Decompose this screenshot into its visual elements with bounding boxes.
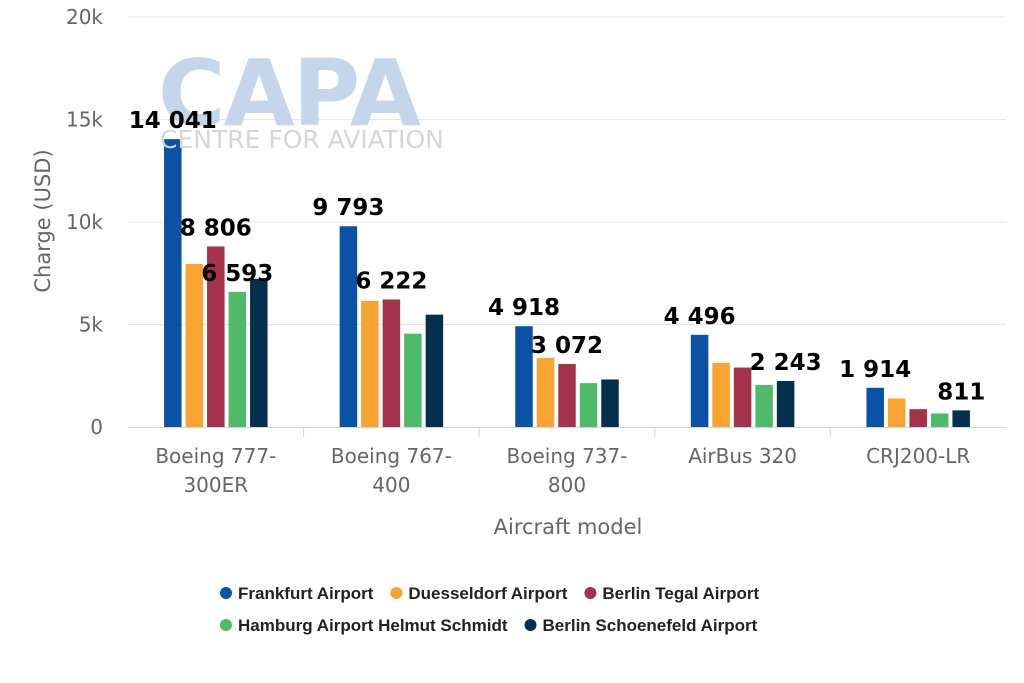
bar xyxy=(733,367,752,427)
y-tick-label: 0 xyxy=(90,415,103,439)
bar xyxy=(776,381,795,427)
bar xyxy=(185,264,204,427)
legend-marker xyxy=(390,587,403,599)
bar xyxy=(164,139,182,428)
bar xyxy=(382,299,401,427)
data-label: 8 806 xyxy=(180,215,252,241)
legend-label: Duesseldorf Airport xyxy=(408,584,567,603)
bar xyxy=(579,383,598,427)
bar xyxy=(866,387,884,427)
bar xyxy=(361,300,379,427)
bar xyxy=(601,379,619,427)
x-tick-label: CRJ200-LR xyxy=(866,444,970,468)
legend-item: Berlin Schoenefeld Airport xyxy=(524,616,758,635)
x-tick-label: Boeing 767- xyxy=(331,444,452,468)
legend-item: Frankfurt Airport xyxy=(220,584,374,603)
data-label: 9 793 xyxy=(312,195,384,221)
legend-label: Berlin Tegal Airport xyxy=(602,584,759,603)
y-tick-label: 10k xyxy=(66,210,103,234)
data-label: 4 918 xyxy=(488,295,560,321)
data-label: 14 041 xyxy=(129,108,217,134)
bar xyxy=(909,409,927,427)
watermark-tagline: CENTRE FOR AVIATION xyxy=(160,125,444,154)
legend: Frankfurt Airport Duesseldorf Airport Berl… xyxy=(220,584,760,635)
data-label: 1 914 xyxy=(839,357,911,383)
bar xyxy=(425,314,444,427)
x-tick-label: 800 xyxy=(548,473,586,497)
y-axis-ticks: 0 5k 10k 15k 20k xyxy=(66,5,103,439)
watermark-brand: CAPA xyxy=(158,40,421,147)
x-tick-label: AirBus 320 xyxy=(688,444,797,468)
bar xyxy=(228,291,247,427)
legend-marker xyxy=(220,619,232,631)
x-tick-label: 400 xyxy=(372,473,410,497)
legend-marker xyxy=(220,587,232,599)
legend-item: Duesseldorf Airport xyxy=(390,584,568,603)
bar xyxy=(536,357,555,427)
data-label: 6 593 xyxy=(201,261,273,287)
x-tick-label: 300ER xyxy=(183,473,248,497)
legend-item: Berlin Tegal Airport xyxy=(584,584,760,603)
data-labels: 14 041 8 806 6 593 9 793 6 222 4 918 3 072 4 49… xyxy=(129,108,985,405)
bar xyxy=(250,278,268,427)
bar xyxy=(339,226,358,427)
bar xyxy=(515,326,533,427)
y-tick-label: 5k xyxy=(79,313,104,337)
legend-label: Frankfurt Airport xyxy=(238,584,374,603)
data-label: 2 243 xyxy=(750,350,822,376)
y-tick-label: 15k xyxy=(66,108,103,132)
x-tick-label: Boeing 737- xyxy=(507,444,628,468)
legend-label: Hamburg Airport Helmut Schmidt xyxy=(238,616,508,635)
y-axis-title: Charge (USD) xyxy=(31,149,55,292)
bar xyxy=(558,364,576,427)
gridlines xyxy=(128,16,1006,325)
y-tick-label: 20k xyxy=(66,5,103,29)
data-label: 4 496 xyxy=(664,304,736,330)
bar xyxy=(690,334,709,427)
bar xyxy=(952,410,970,427)
bar xyxy=(755,384,773,427)
legend-label: Berlin Schoenefeld Airport xyxy=(543,616,758,635)
legend-marker xyxy=(524,619,537,631)
bar xyxy=(207,246,225,427)
x-axis: Boeing 777- 300ER Boeing 767- 400 Boeing 737… xyxy=(128,427,1006,497)
bars xyxy=(164,139,970,428)
bar xyxy=(712,362,730,427)
x-tick-label: Boeing 777- xyxy=(155,444,276,468)
bar xyxy=(887,398,906,427)
data-label: 3 072 xyxy=(531,333,603,359)
bar xyxy=(930,413,949,427)
data-label: 6 222 xyxy=(355,268,427,294)
x-axis-title: Aircraft model xyxy=(494,515,643,539)
bar xyxy=(404,333,422,427)
capa-watermark: CAPA CENTRE FOR AVIATION xyxy=(158,40,444,154)
data-label: 811 xyxy=(937,379,985,405)
legend-marker xyxy=(584,587,597,599)
legend-item: Hamburg Airport Helmut Schmidt xyxy=(220,616,508,635)
